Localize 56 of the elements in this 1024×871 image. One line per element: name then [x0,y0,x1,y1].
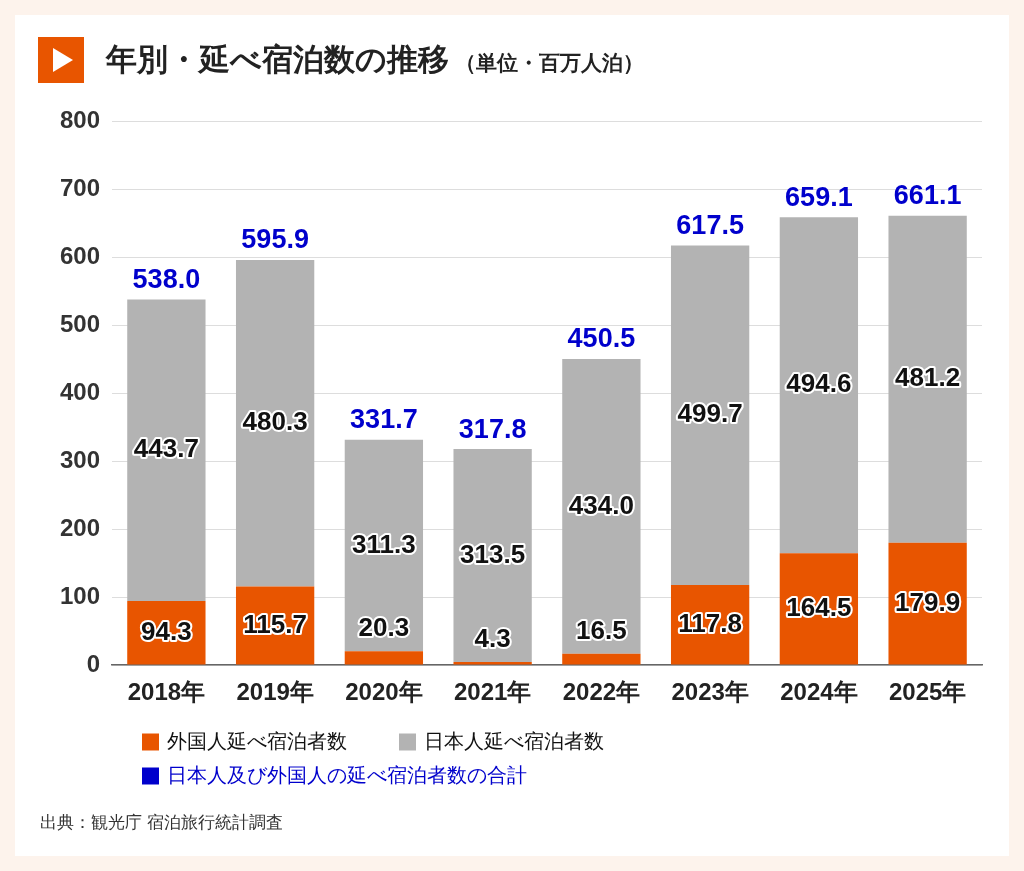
x-tick-label: 2022年 [562,678,641,706]
y-tick-label: 800 [59,106,100,134]
data-label: 480.3 [242,406,308,437]
data-label: 117.8 [678,607,742,638]
bar [562,358,641,654]
y-tick-label: 400 [59,377,100,405]
total-label: 331.7 [350,404,418,435]
x-tick-label: 2025年 [888,678,967,706]
total-label: 538.0 [132,263,201,294]
data-label: 20.3 [358,612,410,643]
data-label: 494.6 [786,368,852,399]
data-label: 481.2 [895,362,961,393]
bar [235,260,315,587]
data-label: 16.5 [576,614,627,645]
data-label: 115.7 [243,608,307,639]
data-label: 434.0 [568,489,634,520]
bar [562,653,641,665]
data-label: 94.3 [141,615,192,646]
data-label: 313.5 [460,538,526,569]
x-tick-label: 2024年 [780,678,858,706]
total-label: 661.1 [893,180,962,211]
data-label: 311.3 [352,528,416,559]
chart-title: 年別・延べ宿泊数の推移 [106,42,449,77]
total-label: 617.5 [676,209,744,240]
x-tick-label: 2020年 [345,678,423,706]
x-tick-label: 2018年 [127,678,206,706]
legend-label: 日本人延べ宿泊者数 [424,729,604,752]
y-tick-label: 600 [59,241,100,269]
legend-label: 日本人及び外国人の延べ宿泊者数の合計 [167,763,527,786]
x-tick-label: 2019年 [236,678,314,706]
data-label: 164.5 [786,592,852,623]
x-tick-label: 2021年 [453,678,532,706]
legend-label: 外国人延べ宿泊者数 [167,729,347,752]
total-label: 317.8 [458,413,527,444]
bar [779,217,859,554]
y-tick-label: 300 [59,445,100,473]
total-label: 450.5 [567,323,636,354]
x-tick-label: 2023年 [671,678,749,706]
bar [127,299,206,601]
source-note: 出典：観光庁 宿泊旅行統計調査 [40,812,283,834]
data-label: 4.3 [474,623,511,654]
bar [453,662,532,665]
total-label: 595.9 [241,224,309,255]
data-label: 179.9 [895,586,961,617]
bar [670,245,750,585]
data-label: 499.7 [677,398,743,429]
y-tick-label: 100 [59,581,100,609]
total-label: 659.1 [785,181,853,212]
bar [344,651,424,665]
y-tick-label: 500 [59,309,100,337]
y-tick-label: 700 [59,173,100,201]
y-tick-label: 0 [86,649,100,677]
bar [888,215,967,543]
y-tick-label: 200 [59,513,100,541]
chart-subtitle: （単位・百万人泊） [455,51,644,74]
data-label: 443.7 [133,433,199,464]
